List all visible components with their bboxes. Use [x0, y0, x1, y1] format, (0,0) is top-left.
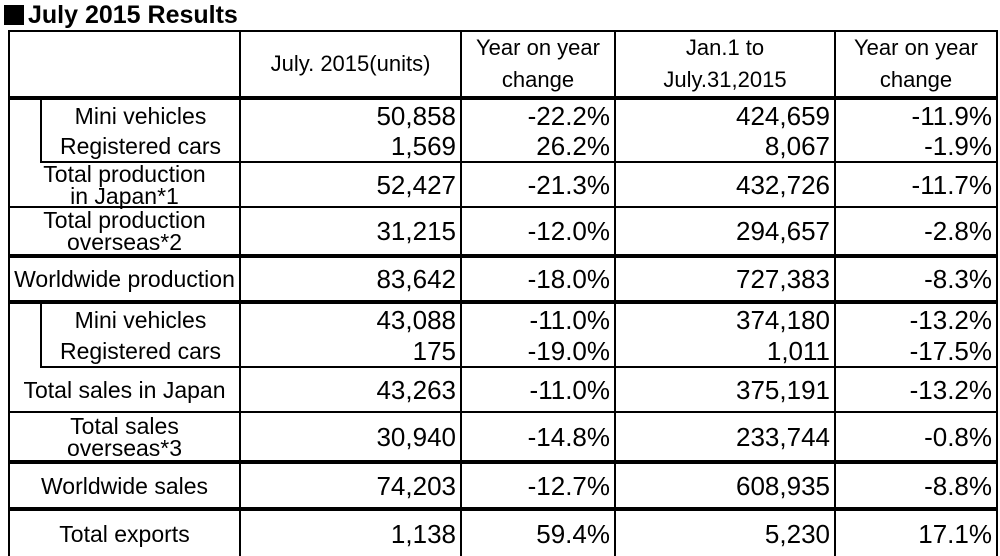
table-cell: -8.8%: [924, 470, 992, 501]
table-cell: 424,659: [736, 100, 830, 131]
header-yoy-ytd-line1: Year on year: [854, 35, 978, 60]
page-title-text: July 2015 Results: [28, 1, 238, 29]
table-cell: -12.0%: [527, 216, 610, 246]
table-cell: -0.8%: [924, 421, 992, 452]
header-yoy-ytd-line2: change: [879, 67, 953, 92]
header-month-label: July. 2015(units): [270, 51, 431, 76]
table-cell: 727,383: [736, 264, 830, 294]
column-divider: [614, 30, 616, 556]
row-label: Total exports: [59, 520, 190, 547]
row-label: Total sales overseas*3: [10, 413, 239, 460]
table-cell: 17.1%: [918, 518, 992, 549]
row-label: Worldwide sales: [40, 472, 209, 499]
row-label: Total production overseas*2: [10, 208, 239, 254]
table-cell: 374,180: [736, 304, 830, 335]
row-label-line2: overseas*2: [66, 229, 183, 255]
table-cell: 375,191: [736, 374, 830, 405]
table-cell: -11.0%: [529, 374, 610, 405]
header-ytd: Jan.1 to July.31,2015: [616, 32, 834, 96]
table-cell: -2.8%: [924, 216, 992, 246]
table-cell: -19.0%: [527, 335, 610, 366]
table-cell: 74,203: [376, 470, 456, 501]
square-bullet-icon: [4, 5, 24, 25]
row-label: Registered cars: [59, 337, 222, 364]
table-cell: -21.3%: [527, 169, 610, 200]
table-border-right: [996, 30, 998, 556]
row-label-line1: Total production: [43, 207, 206, 233]
table-cell: 1,138: [390, 518, 456, 549]
row-label-line1: Total production: [43, 160, 206, 187]
table-cell: 31,215: [376, 216, 456, 246]
table-cell: 608,935: [736, 470, 830, 501]
table-cell: -18.0%: [527, 264, 610, 294]
table-cell: 5,230: [764, 518, 830, 549]
column-divider: [834, 30, 836, 556]
header-divider: [8, 96, 998, 100]
table-cell: -22.2%: [527, 100, 610, 131]
table-cell: -1.9%: [924, 131, 992, 161]
table-cell: -8.3%: [924, 264, 992, 294]
row-label: Worldwide production: [14, 266, 235, 292]
table-cell: 50,858: [376, 100, 456, 131]
table-cell: 8,067: [764, 131, 830, 161]
table-border-left: [8, 30, 10, 556]
row-label-line2: overseas*3: [66, 434, 183, 461]
row-label: Registered cars: [59, 133, 222, 159]
table-cell: 43,088: [376, 304, 456, 335]
header-ytd-line2: July.31,2015: [663, 67, 787, 92]
table-cell: 294,657: [736, 216, 830, 246]
header-yoy-month: Year on year change: [462, 32, 614, 96]
column-divider: [460, 30, 462, 556]
page-title: July 2015 Results: [4, 0, 238, 30]
row-divider: [8, 300, 998, 304]
table-cell: 233,744: [736, 421, 830, 452]
table-cell: 83,642: [376, 264, 456, 294]
row-divider: [8, 206, 998, 208]
row-label: Total production in Japan*1: [10, 160, 239, 209]
table-cell: 175: [412, 335, 456, 366]
header-month: July. 2015(units): [241, 32, 460, 96]
table-cell: 26.2%: [536, 131, 610, 161]
table-cell: 1,569: [390, 131, 456, 161]
row-divider: [8, 254, 998, 258]
table-cell: -11.7%: [911, 169, 992, 200]
indent-line: [40, 98, 42, 163]
table-cell: -13.2%: [909, 304, 992, 335]
table-cell: -13.2%: [909, 374, 992, 405]
column-divider: [239, 30, 241, 556]
table-cell: 59.4%: [536, 518, 610, 549]
table-cell: 1,011: [766, 335, 830, 366]
row-label: Total sales in Japan: [23, 376, 226, 403]
header-ytd-line1: Jan.1 to: [685, 35, 765, 60]
table-cell: -11.9%: [911, 100, 992, 131]
table-cell: 432,726: [736, 169, 830, 200]
header-yoy-line1: Year on year: [476, 35, 600, 60]
table-cell: -11.0%: [529, 304, 610, 335]
table-cell: 30,940: [376, 421, 456, 452]
table-cell: -12.7%: [527, 470, 610, 501]
row-label-line1: Total sales: [70, 412, 179, 439]
header-yoy-line2: change: [501, 67, 575, 92]
table-cell: -17.5%: [909, 335, 992, 366]
table-cell: -14.8%: [527, 421, 610, 452]
table-border-top: [8, 30, 998, 32]
row-divider: [40, 366, 998, 368]
results-table: July. 2015(units) Year on year change Ja…: [8, 30, 998, 556]
row-divider: [8, 507, 998, 511]
indent-line: [40, 302, 42, 368]
row-label: Mini vehicles: [74, 102, 207, 129]
table-cell: 43,263: [376, 374, 456, 405]
row-divider: [8, 411, 998, 413]
header-yoy-ytd: Year on year change: [836, 32, 996, 96]
table-cell: 52,427: [376, 169, 456, 200]
row-label-line2: in Japan*1: [70, 182, 179, 209]
row-divider: [40, 161, 998, 163]
row-divider: [8, 460, 998, 464]
row-label: Mini vehicles: [74, 306, 207, 333]
